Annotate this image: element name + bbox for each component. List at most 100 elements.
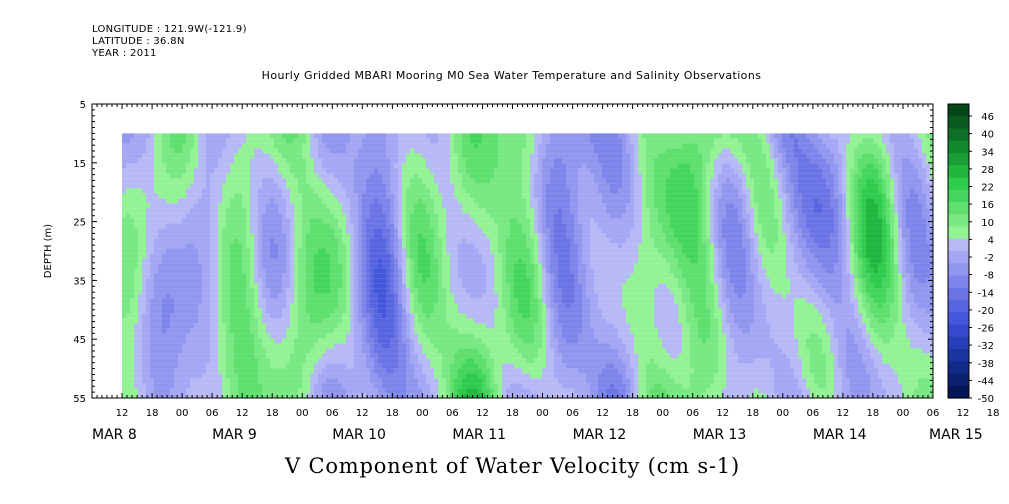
heatmap-cell bbox=[206, 243, 210, 249]
heatmap-cell bbox=[386, 263, 390, 269]
heatmap-cell bbox=[414, 258, 418, 264]
heatmap-cell bbox=[250, 383, 254, 389]
heatmap-cell bbox=[230, 248, 234, 254]
heatmap-cell bbox=[346, 238, 350, 244]
heatmap-cell bbox=[334, 148, 338, 154]
heatmap-cell bbox=[410, 293, 414, 299]
heatmap-cell bbox=[234, 293, 238, 299]
heatmap-cell bbox=[342, 288, 346, 294]
heatmap-cell bbox=[282, 298, 286, 304]
heatmap-cell bbox=[454, 303, 458, 309]
heatmap-cell bbox=[134, 188, 138, 194]
heatmap-cell bbox=[442, 368, 446, 374]
heatmap-cell bbox=[214, 253, 218, 259]
heatmap-cell bbox=[142, 203, 146, 209]
heatmap-cell bbox=[290, 158, 294, 164]
heatmap-cell bbox=[254, 388, 258, 394]
heatmap-cell bbox=[346, 183, 350, 189]
heatmap-cell bbox=[442, 193, 446, 199]
heatmap-cell bbox=[146, 188, 150, 194]
heatmap-cell bbox=[170, 148, 174, 154]
heatmap-cell bbox=[322, 248, 326, 254]
heatmap-cell bbox=[274, 138, 278, 144]
heatmap-cell bbox=[158, 303, 162, 309]
heatmap-cell bbox=[410, 308, 414, 314]
heatmap-cell bbox=[190, 358, 194, 364]
heatmap-cell bbox=[262, 213, 266, 219]
heatmap-cell bbox=[450, 198, 454, 204]
heatmap-cell bbox=[294, 293, 298, 299]
heatmap-cell bbox=[238, 353, 242, 359]
heatmap-cell bbox=[146, 213, 150, 219]
heatmap-cell bbox=[346, 308, 350, 314]
heatmap-cell bbox=[334, 283, 338, 289]
heatmap-cell bbox=[122, 238, 126, 244]
heatmap-cell bbox=[358, 173, 362, 179]
heatmap-cell bbox=[338, 338, 342, 344]
heatmap-cell bbox=[198, 198, 202, 204]
heatmap-cell bbox=[302, 338, 306, 344]
heatmap-cell bbox=[222, 243, 226, 249]
heatmap-cell bbox=[482, 218, 486, 224]
heatmap-cell bbox=[486, 323, 490, 329]
heatmap-cell bbox=[126, 178, 130, 184]
heatmap-cell bbox=[274, 148, 278, 154]
heatmap-cell bbox=[262, 168, 266, 174]
heatmap-cell bbox=[274, 233, 278, 239]
heatmap-cell bbox=[250, 243, 254, 249]
heatmap-cell bbox=[154, 198, 158, 204]
heatmap-cell bbox=[238, 338, 242, 344]
heatmap-cell bbox=[434, 243, 438, 249]
heatmap-cell bbox=[350, 383, 354, 389]
heatmap-cell bbox=[262, 313, 266, 319]
heatmap-cell bbox=[158, 348, 162, 354]
heatmap-cell bbox=[310, 183, 314, 189]
heatmap-cell bbox=[454, 163, 458, 169]
heatmap-cell bbox=[442, 363, 446, 369]
heatmap-cell bbox=[198, 223, 202, 229]
heatmap-cell bbox=[234, 178, 238, 184]
heatmap-cell bbox=[490, 318, 494, 324]
heatmap-cell bbox=[242, 148, 246, 154]
heatmap-cell bbox=[222, 263, 226, 269]
heatmap-cell bbox=[382, 263, 386, 269]
heatmap-cell bbox=[390, 193, 394, 199]
heatmap-cell bbox=[198, 368, 202, 374]
heatmap-cell bbox=[206, 348, 210, 354]
heatmap-cell bbox=[378, 393, 382, 398]
heatmap-cell bbox=[254, 208, 258, 214]
heatmap-cell bbox=[450, 368, 454, 374]
heatmap-cell bbox=[226, 388, 230, 394]
heatmap-cell bbox=[254, 248, 258, 254]
heatmap-cell bbox=[326, 393, 330, 398]
heatmap-cell bbox=[294, 193, 298, 199]
heatmap-cell bbox=[246, 258, 250, 264]
heatmap-cell bbox=[318, 208, 322, 214]
heatmap-cell bbox=[194, 358, 198, 364]
heatmap-cell bbox=[418, 233, 422, 239]
heatmap-cell bbox=[174, 138, 178, 144]
heatmap-cell bbox=[270, 388, 274, 394]
heatmap-cell bbox=[178, 143, 182, 149]
heatmap-cell bbox=[486, 153, 490, 159]
heatmap-cell bbox=[310, 378, 314, 384]
heatmap-cell bbox=[350, 248, 354, 254]
heatmap-cell bbox=[234, 298, 238, 304]
heatmap-cell bbox=[266, 383, 270, 389]
heatmap-cell bbox=[390, 168, 394, 174]
heatmap-cell bbox=[150, 153, 154, 159]
heatmap-cell bbox=[266, 318, 270, 324]
heatmap-cell bbox=[338, 323, 342, 329]
heatmap-cell bbox=[450, 173, 454, 179]
heatmap-cell bbox=[350, 388, 354, 394]
heatmap-cell bbox=[226, 393, 230, 398]
heatmap-cell bbox=[162, 218, 166, 224]
heatmap-cell bbox=[430, 208, 434, 214]
heatmap-cell bbox=[410, 203, 414, 209]
heatmap-cell bbox=[190, 148, 194, 154]
heatmap-cell bbox=[298, 343, 302, 349]
heatmap-cell bbox=[386, 168, 390, 174]
heatmap-cell bbox=[122, 318, 126, 324]
heatmap-cell bbox=[314, 183, 318, 189]
heatmap-cell bbox=[466, 228, 470, 234]
